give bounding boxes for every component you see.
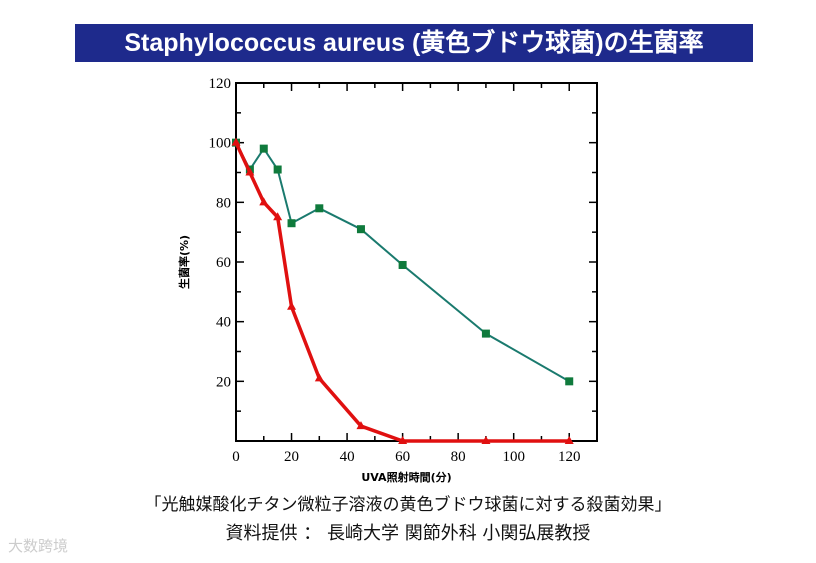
data-point-triangle	[231, 137, 241, 146]
x-tick-label: 0	[232, 449, 240, 465]
y-tick-label: 20	[216, 374, 231, 390]
plot-frame	[235, 82, 598, 442]
data-point-square	[565, 377, 574, 386]
y-tick-label: 40	[216, 315, 231, 331]
slide-title: Staphylococcus aureus (黄色ブドウ球菌)の生菌率	[75, 24, 753, 62]
y-tick-label: 120	[209, 76, 232, 92]
x-tick-label: 60	[395, 449, 410, 465]
y-tick-label: 80	[216, 195, 231, 211]
data-point-triangle	[314, 373, 324, 382]
credit: 資料提供 ： 長崎大学 関節外科 小関弘展教授	[225, 523, 591, 544]
y-tick-label: 60	[216, 255, 231, 271]
data-point-square	[481, 329, 490, 338]
watermark: 大数跨境	[8, 537, 69, 555]
data-point-triangle	[564, 436, 574, 444]
data-point-triangle	[356, 421, 366, 430]
data-point-triangle	[481, 436, 491, 444]
x-tick-label: 100	[502, 449, 525, 465]
x-tick-label: 20	[284, 449, 299, 465]
data-point-triangle	[287, 301, 297, 310]
data-point-square	[273, 165, 282, 174]
data-point-triangle	[259, 197, 269, 206]
x-axis-label: UVA照射時間(分)	[361, 470, 451, 484]
data-point-square	[287, 219, 296, 228]
caption: 「光触媒酸化チタン微粒子溶液の黄色ブドウ球菌に対する殺菌効果」	[144, 495, 672, 515]
x-tick-label: 80	[451, 449, 466, 465]
data-point-square	[259, 144, 268, 153]
data-point-triangle	[398, 436, 408, 444]
y-tick-label: 100	[209, 136, 232, 152]
data-point-square	[398, 260, 407, 269]
data-point-square	[315, 204, 324, 213]
x-tick-label: 40	[340, 449, 355, 465]
data-point-triangle	[245, 167, 255, 176]
y-axis-label: 生菌率(%)	[177, 235, 191, 289]
series-line-1	[235, 142, 570, 383]
data-point-triangle	[273, 212, 283, 221]
data-point-square	[356, 225, 365, 234]
series-line-2	[234, 141, 570, 443]
x-tick-label: 120	[558, 449, 581, 465]
